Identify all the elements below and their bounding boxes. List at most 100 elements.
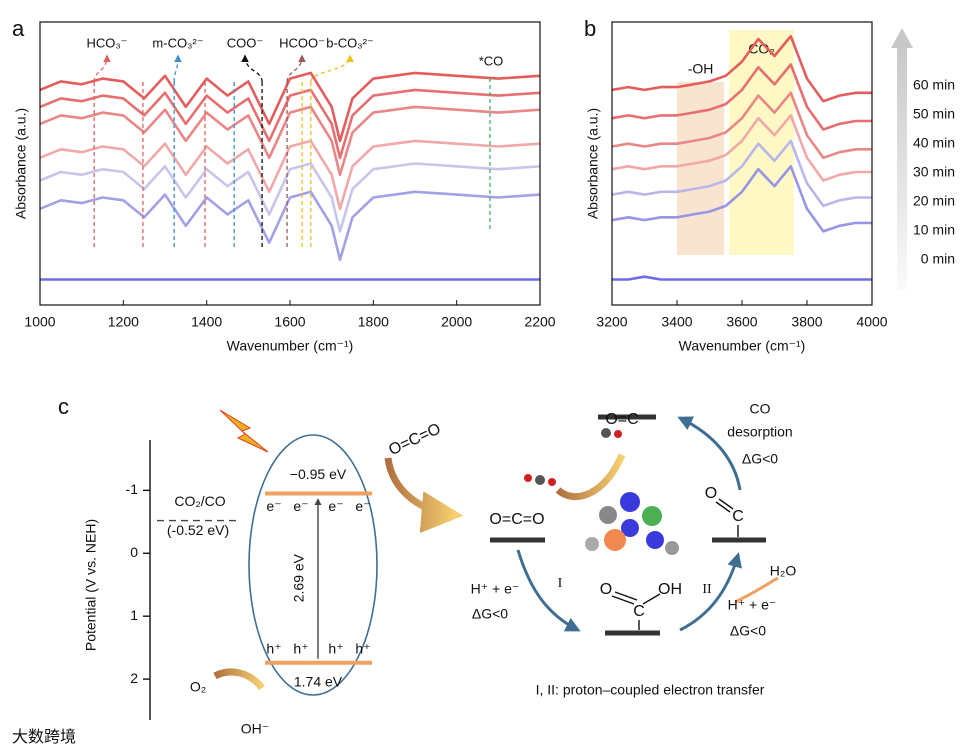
spectrum-line: [39, 190, 541, 261]
redox-name: CO₂/CO: [174, 493, 225, 509]
cycle-text: desorption: [727, 424, 792, 440]
hole: h⁺: [293, 640, 308, 656]
x-tick-label: 2000: [441, 314, 472, 330]
y-axis-label: Potential (V vs. NEH): [83, 519, 99, 651]
surfaces: [490, 414, 766, 636]
adsorb-arrow: [384, 457, 464, 534]
x-tick-label: 3800: [791, 314, 822, 330]
x-axis-label: Wavenumber (cm⁻¹): [679, 338, 806, 354]
spectrum-line: [611, 34, 872, 103]
spectrum-line: [39, 162, 541, 233]
cycle-text: II: [702, 582, 712, 597]
hole: h⁺: [328, 640, 343, 656]
cycle-text: ΔG<0: [472, 606, 508, 622]
cycle-text: O=C=O: [386, 420, 443, 459]
panel-label: b: [584, 16, 596, 41]
plot-frame: [39, 21, 541, 306]
catalyst: [524, 428, 679, 555]
x-tick-label: 3600: [726, 314, 757, 330]
semiconductor: [248, 434, 378, 696]
y-axis-label: Absorbance (a.u.): [585, 108, 601, 219]
cycle-text: ΔG<0: [742, 451, 778, 467]
cycle-text: O: [600, 581, 612, 598]
cycle-text: I, II: proton–coupled electron transfer: [536, 682, 765, 698]
assignment-label: HCO₃⁻: [86, 35, 127, 50]
redox-label: (-0.52 eV): [167, 522, 229, 538]
step-arrow: [516, 549, 581, 632]
x-tick-label: 1800: [358, 314, 389, 330]
panel-label: c: [58, 394, 69, 419]
spectrum-line: [611, 91, 872, 160]
spectrum-line: [39, 71, 541, 143]
legend-label: 0 min: [921, 251, 955, 267]
cycle-text: O: [705, 485, 717, 502]
region-label: -OH: [688, 61, 714, 77]
assignment-arrow: [310, 54, 354, 83]
hydroxide: OH⁻: [241, 721, 269, 737]
cycle-text: H⁺ + e⁻: [728, 597, 777, 613]
spectrum-line: [611, 114, 872, 182]
spectrum-line: [612, 275, 872, 281]
legend-label: 60 min: [913, 77, 955, 93]
step-arrow: [679, 552, 742, 632]
electron: e⁻: [328, 498, 343, 514]
cycle-text: OH: [658, 581, 682, 598]
assignment-arrow: [286, 54, 306, 83]
cycle-text: I: [558, 576, 563, 591]
panel-label: a: [12, 16, 25, 41]
y-axis-label: Absorbance (a.u.): [13, 108, 29, 219]
assignment-arrow: [173, 54, 182, 83]
legend-label: 10 min: [913, 222, 955, 238]
cycle-text: C: [633, 603, 645, 620]
x-tick-label: 1200: [108, 314, 139, 330]
assignment-label: *CO: [479, 53, 504, 68]
light-bolt: [219, 409, 269, 453]
spectrum-line: [611, 63, 872, 131]
x-tick-label: 2200: [524, 314, 555, 330]
x-tick-label: 1600: [274, 314, 305, 330]
y-tick-label: 1: [130, 607, 138, 623]
band-edge-label: −0.95 eV: [290, 466, 347, 482]
assignment-label: HCOO⁻: [279, 35, 325, 50]
cycle-text: CO: [750, 401, 771, 417]
bonds: [611, 498, 739, 630]
x-tick-label: 3200: [596, 314, 627, 330]
assignment-arrow: [93, 54, 111, 83]
time-arrow: [897, 45, 907, 290]
x-tick-label: 1400: [191, 314, 222, 330]
legend-label: 40 min: [913, 135, 955, 151]
electron: e⁻: [355, 498, 370, 514]
spectrum-line: [39, 88, 541, 160]
watermark: 大数跨境: [12, 727, 76, 746]
oxygen: O₂: [190, 679, 206, 695]
time-arrow-head: [891, 28, 913, 48]
x-tick-label: 3400: [661, 314, 692, 330]
step-arrow: [677, 416, 742, 491]
x-tick-label: 4000: [856, 314, 887, 330]
spectrum-line: [39, 105, 541, 177]
x-tick-label: 1000: [24, 314, 55, 330]
oxidation-arrow: [213, 668, 265, 691]
assignment-label: m-CO₃²⁻: [152, 35, 203, 50]
cycle-text: O=C: [605, 411, 638, 428]
y-tick-label: -1: [126, 481, 139, 497]
cycle-text: H⁺ + e⁻: [471, 581, 520, 597]
assignment-label: b-CO₃²⁻: [326, 35, 374, 50]
legend-label: 50 min: [913, 106, 955, 122]
electron: e⁻: [293, 498, 308, 514]
band-gap-label: 2.69 eV: [291, 553, 307, 602]
spectrum-line: [611, 139, 872, 208]
hole: h⁺: [355, 640, 370, 656]
y-tick-label: 2: [130, 670, 138, 686]
cycle-text: O=C=O: [489, 511, 544, 528]
x-axis-label: Wavenumber (cm⁻¹): [227, 338, 354, 354]
assignment-label: COO⁻: [227, 35, 263, 50]
legend-label: 20 min: [913, 193, 955, 209]
band-edge-label: 1.74 eV: [294, 673, 343, 689]
desorb-arrow: [555, 453, 626, 501]
assignment-arrow: [241, 54, 263, 83]
cycle-text: C: [732, 508, 744, 525]
electron: e⁻: [266, 498, 281, 514]
spectrum-line: [39, 139, 541, 211]
